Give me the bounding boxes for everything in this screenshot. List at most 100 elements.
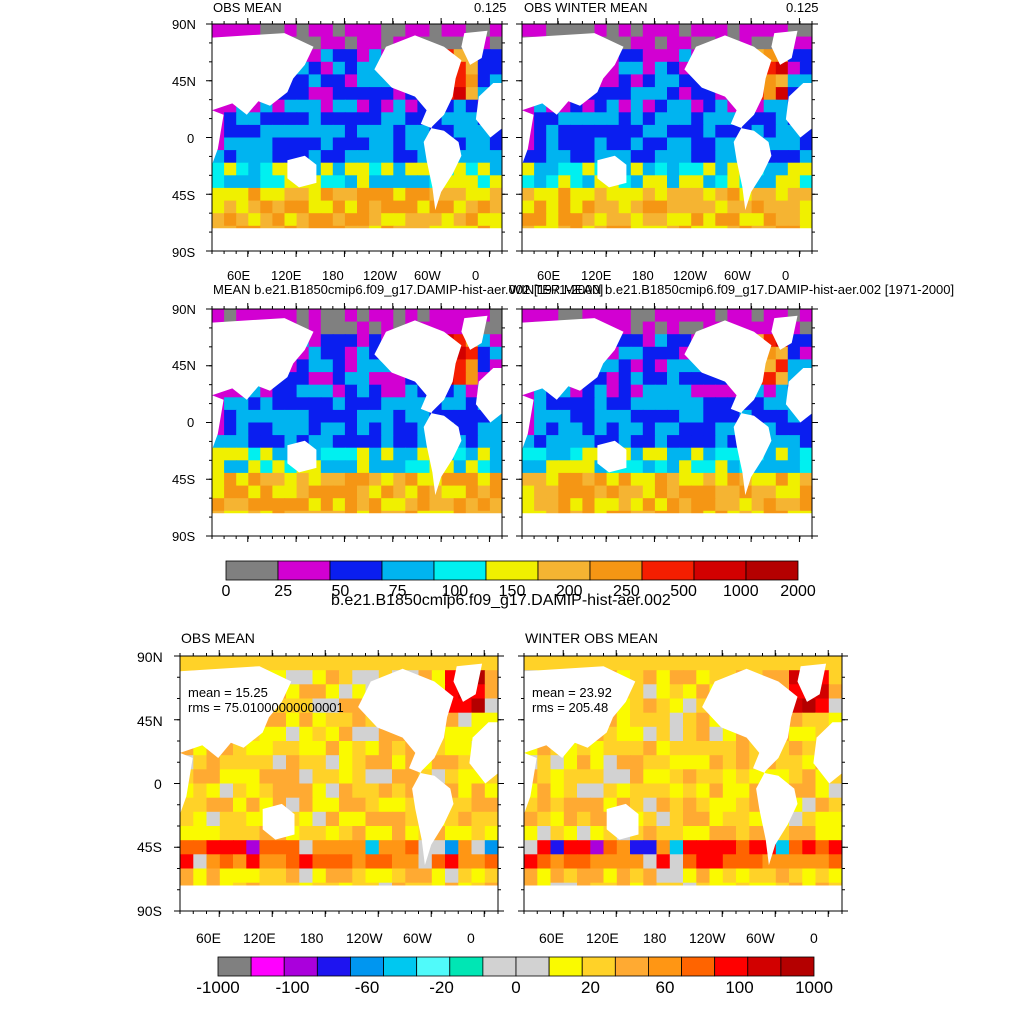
- lon-label: 60E: [539, 930, 564, 946]
- colorbar-box: [648, 956, 682, 977]
- lon-label: 180: [322, 268, 344, 283]
- colorbar-box: [350, 956, 384, 977]
- colorbar-box: [217, 956, 252, 977]
- map-plot: [516, 303, 818, 542]
- colorbar-box: [383, 956, 418, 977]
- lon-label: 120E: [586, 930, 619, 946]
- panel-subtitle: 0.125: [786, 0, 819, 15]
- lat-label: 0: [187, 131, 195, 146]
- colorbar-box: [537, 560, 591, 581]
- lon-label: 0: [472, 268, 480, 283]
- lat-label: 0: [154, 776, 162, 792]
- colorbar-label: 60: [655, 978, 675, 997]
- lon-label: 60W: [724, 268, 751, 283]
- lon-label: 60E: [227, 268, 251, 283]
- lon-label: 180: [300, 930, 324, 946]
- colorbar-box: [548, 956, 583, 977]
- colorbar-box: [381, 560, 435, 581]
- lon-label: 120E: [271, 268, 302, 283]
- colorbar-box: [485, 560, 539, 581]
- lon-label: 120W: [673, 268, 707, 283]
- lat-label: 45N: [137, 713, 163, 729]
- map-plot: [516, 18, 818, 257]
- colorbar-box: [329, 560, 383, 581]
- colorbar-label: -20: [429, 978, 454, 997]
- colorbar-label: 75: [388, 583, 407, 600]
- lat-label: 45S: [137, 839, 162, 855]
- map-plot: [206, 18, 508, 257]
- colorbar-box: [641, 560, 695, 581]
- colorbar-label: 20: [581, 978, 600, 997]
- colorbar-box: [250, 956, 285, 977]
- lon-label: 0: [467, 930, 475, 946]
- mean-stat: mean = 23.92: [532, 685, 612, 700]
- colorbar-label: 150: [498, 583, 526, 600]
- colorbar-box: [745, 560, 799, 581]
- lat-label: 90N: [172, 302, 196, 317]
- colorbar-label: 100: [725, 978, 754, 997]
- lat-label: 90N: [172, 17, 196, 32]
- panel-title: OBS MEAN: [181, 630, 255, 646]
- lon-label: 120E: [581, 268, 612, 283]
- lon-label: 120E: [243, 930, 276, 946]
- colorbar-2: [217, 956, 815, 977]
- colorbar-1-title: b.e21.B1850cmip6.f09_g17.DAMIP-hist-aer.…: [331, 592, 671, 609]
- colorbar-1: [225, 560, 799, 581]
- lat-label: 90S: [172, 245, 196, 260]
- colorbar-label: 50: [331, 583, 350, 600]
- colorbar-label: 100: [441, 583, 469, 600]
- colorbar-label: 1000: [723, 583, 759, 600]
- lon-label: 120W: [363, 268, 397, 283]
- colorbar-label: 250: [613, 583, 640, 600]
- colorbar-box: [747, 956, 782, 977]
- colorbar-label: -100: [275, 978, 310, 997]
- panel-title: WINTER MEAN b.e21.B1850cmip6.f09_g17.DAM…: [509, 282, 955, 297]
- colorbar-box: [693, 560, 747, 581]
- panel-title: WINTER OBS MEAN: [525, 630, 659, 646]
- colorbar-box: [225, 560, 279, 581]
- rms-stat: rms = 205.48: [532, 700, 609, 715]
- colorbar-box: [581, 956, 616, 977]
- colorbar-box: [277, 560, 331, 581]
- lon-label: 180: [632, 268, 654, 283]
- colorbar-box: [780, 956, 815, 977]
- mean-stat: mean = 15.25: [188, 685, 268, 700]
- lon-label: 60E: [537, 268, 561, 283]
- colorbar-box: [449, 956, 484, 977]
- colorbar-box: [316, 956, 351, 977]
- colorbar-box: [283, 956, 318, 977]
- panel-subtitle: 0.125: [474, 0, 507, 15]
- colorbar-box: [714, 956, 749, 977]
- lat-label: 0: [187, 415, 195, 430]
- colorbar-box: [482, 956, 517, 977]
- lon-label: 60E: [196, 930, 221, 946]
- colorbar-label: 0: [511, 978, 521, 997]
- colorbar-box: [614, 956, 649, 977]
- colorbar-box: [433, 560, 487, 581]
- lat-label: 45N: [172, 74, 196, 89]
- panel-title: MEAN b.e21.B1850cmip6.f09_g17.DAMIP-hist…: [213, 282, 604, 297]
- colorbar-box: [515, 956, 550, 977]
- lon-label: 60W: [403, 930, 432, 946]
- panel-title: OBS WINTER MEAN: [524, 0, 648, 15]
- lat-label: 90N: [137, 649, 163, 665]
- lon-label: 180: [643, 930, 667, 946]
- colorbar-label: -1000: [196, 978, 240, 997]
- colorbar-label: 1000: [795, 978, 833, 997]
- lon-label: 0: [810, 930, 818, 946]
- colorbar-box: [416, 956, 451, 977]
- map-plot: [518, 650, 848, 917]
- map-plot: [174, 650, 504, 917]
- lon-label: 0: [782, 268, 790, 283]
- lat-label: 45S: [172, 472, 196, 487]
- lon-label: 120W: [689, 930, 726, 946]
- lat-label: 90S: [137, 903, 162, 919]
- colorbar-label: 2000: [780, 583, 816, 600]
- panel-title: OBS MEAN: [213, 0, 282, 15]
- colorbar-label: 200: [555, 583, 583, 600]
- colorbar-box: [681, 956, 716, 977]
- lat-label: 90S: [172, 529, 196, 544]
- colorbar-label: -60: [354, 978, 380, 997]
- colorbar-label: 500: [670, 583, 697, 600]
- colorbar-box: [589, 560, 643, 581]
